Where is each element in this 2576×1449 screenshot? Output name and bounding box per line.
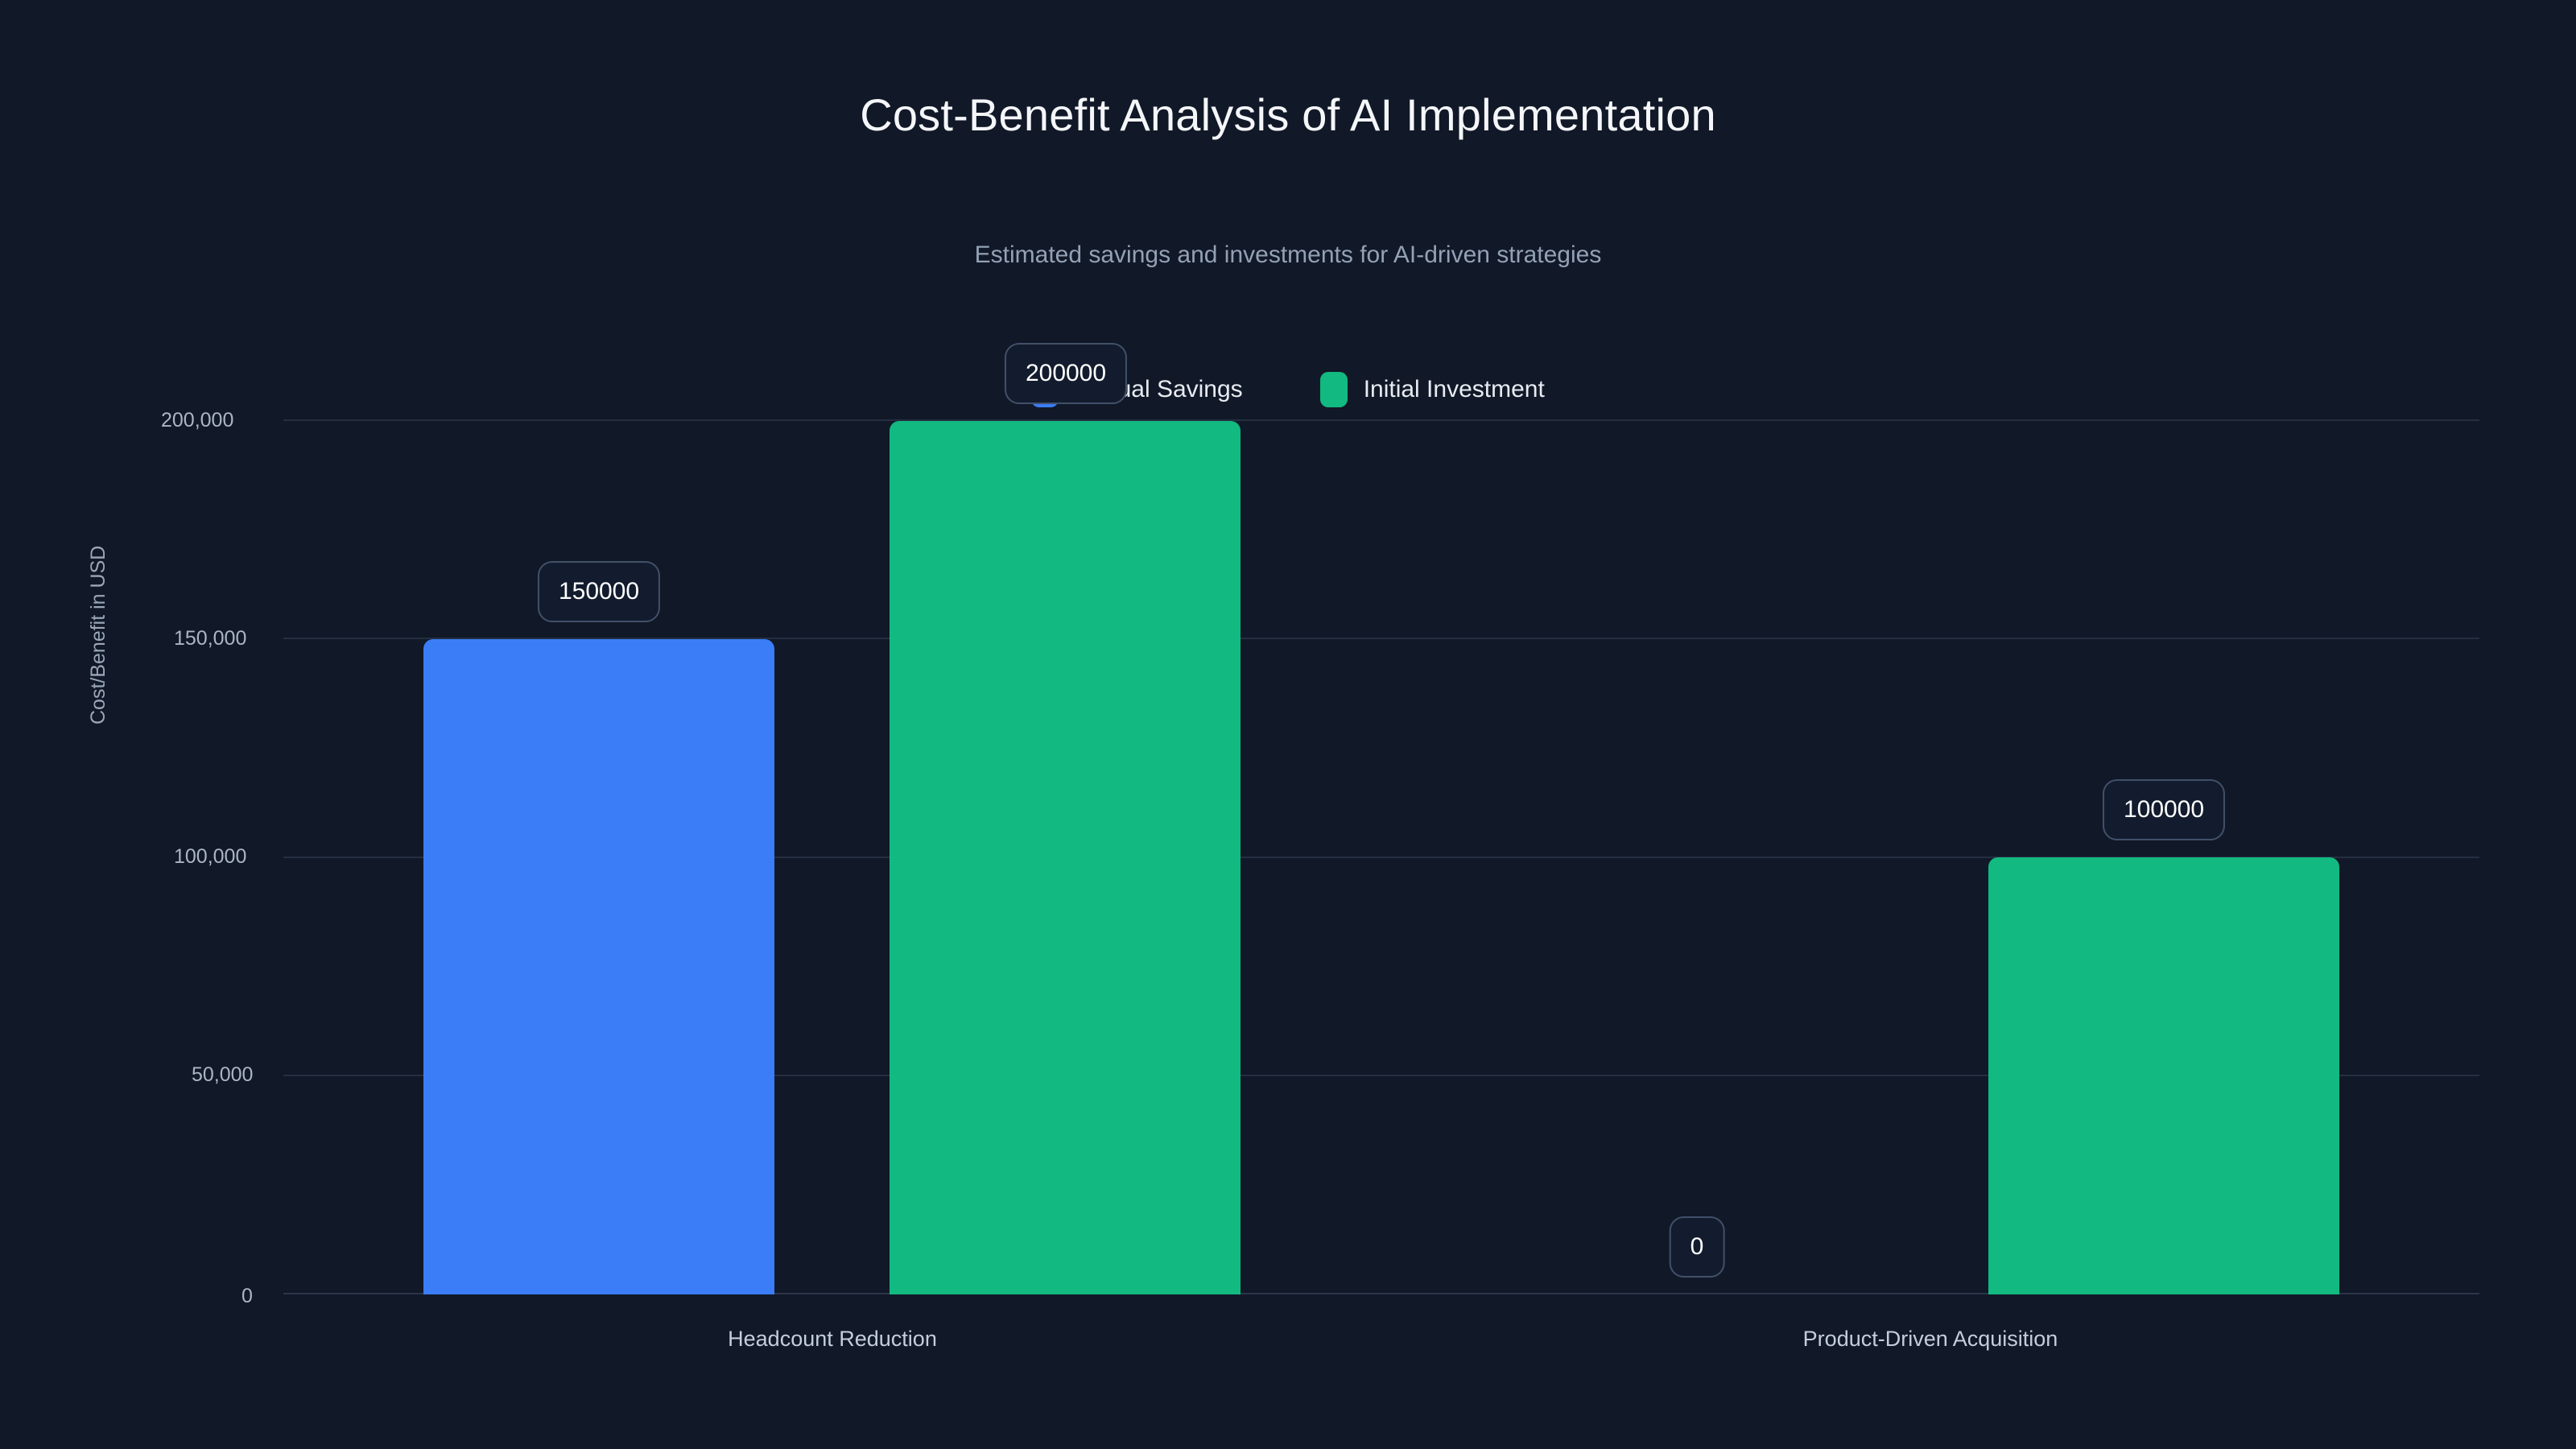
gridline-200000 — [283, 419, 2479, 421]
bar-headcount-initial-investment[interactable] — [890, 421, 1241, 1294]
data-label-chip-100000: 100000 — [2102, 779, 2226, 840]
chart-title: Cost-Benefit Analysis of AI Implementati… — [860, 89, 1716, 140]
chart-subtitle: Estimated savings and investments for AI… — [974, 242, 1602, 268]
legend-item-initial-investment[interactable]: Initial Investment — [1319, 372, 1545, 407]
x-tick-label-product-driven-acquisition: Product-Driven Acquisition — [1802, 1327, 2058, 1351]
bar-product-initial-investment[interactable] — [1988, 857, 2339, 1294]
y-tick-label-100000: 100,000 — [174, 845, 247, 868]
y-tick-label-0: 0 — [242, 1285, 253, 1307]
gridline-50000 — [283, 1075, 2479, 1076]
gridline-150000 — [283, 638, 2479, 639]
y-tick-label-50000: 50,000 — [192, 1063, 254, 1086]
data-label-chip-0: 0 — [1669, 1216, 1725, 1278]
chart-legend: Annual Savings Initial Investment — [0, 372, 2576, 407]
data-label-chip-150000: 150000 — [537, 561, 661, 622]
y-tick-label-200000: 200,000 — [161, 409, 234, 431]
y-tick-label-150000: 150,000 — [174, 627, 247, 650]
x-tick-label-headcount-reduction: Headcount Reduction — [728, 1327, 937, 1351]
plot-area — [283, 419, 2479, 1294]
gridline-100000 — [283, 857, 2479, 858]
legend-label-initial-investment: Initial Investment — [1363, 376, 1545, 402]
legend-swatch-icon-initial-investment — [1319, 372, 1348, 407]
data-label-chip-200000: 200000 — [1004, 343, 1128, 404]
y-axis-title: Cost/Benefit in USD — [87, 545, 109, 724]
gridline-0 — [283, 1293, 2479, 1294]
bar-headcount-annual-savings[interactable] — [423, 639, 774, 1294]
